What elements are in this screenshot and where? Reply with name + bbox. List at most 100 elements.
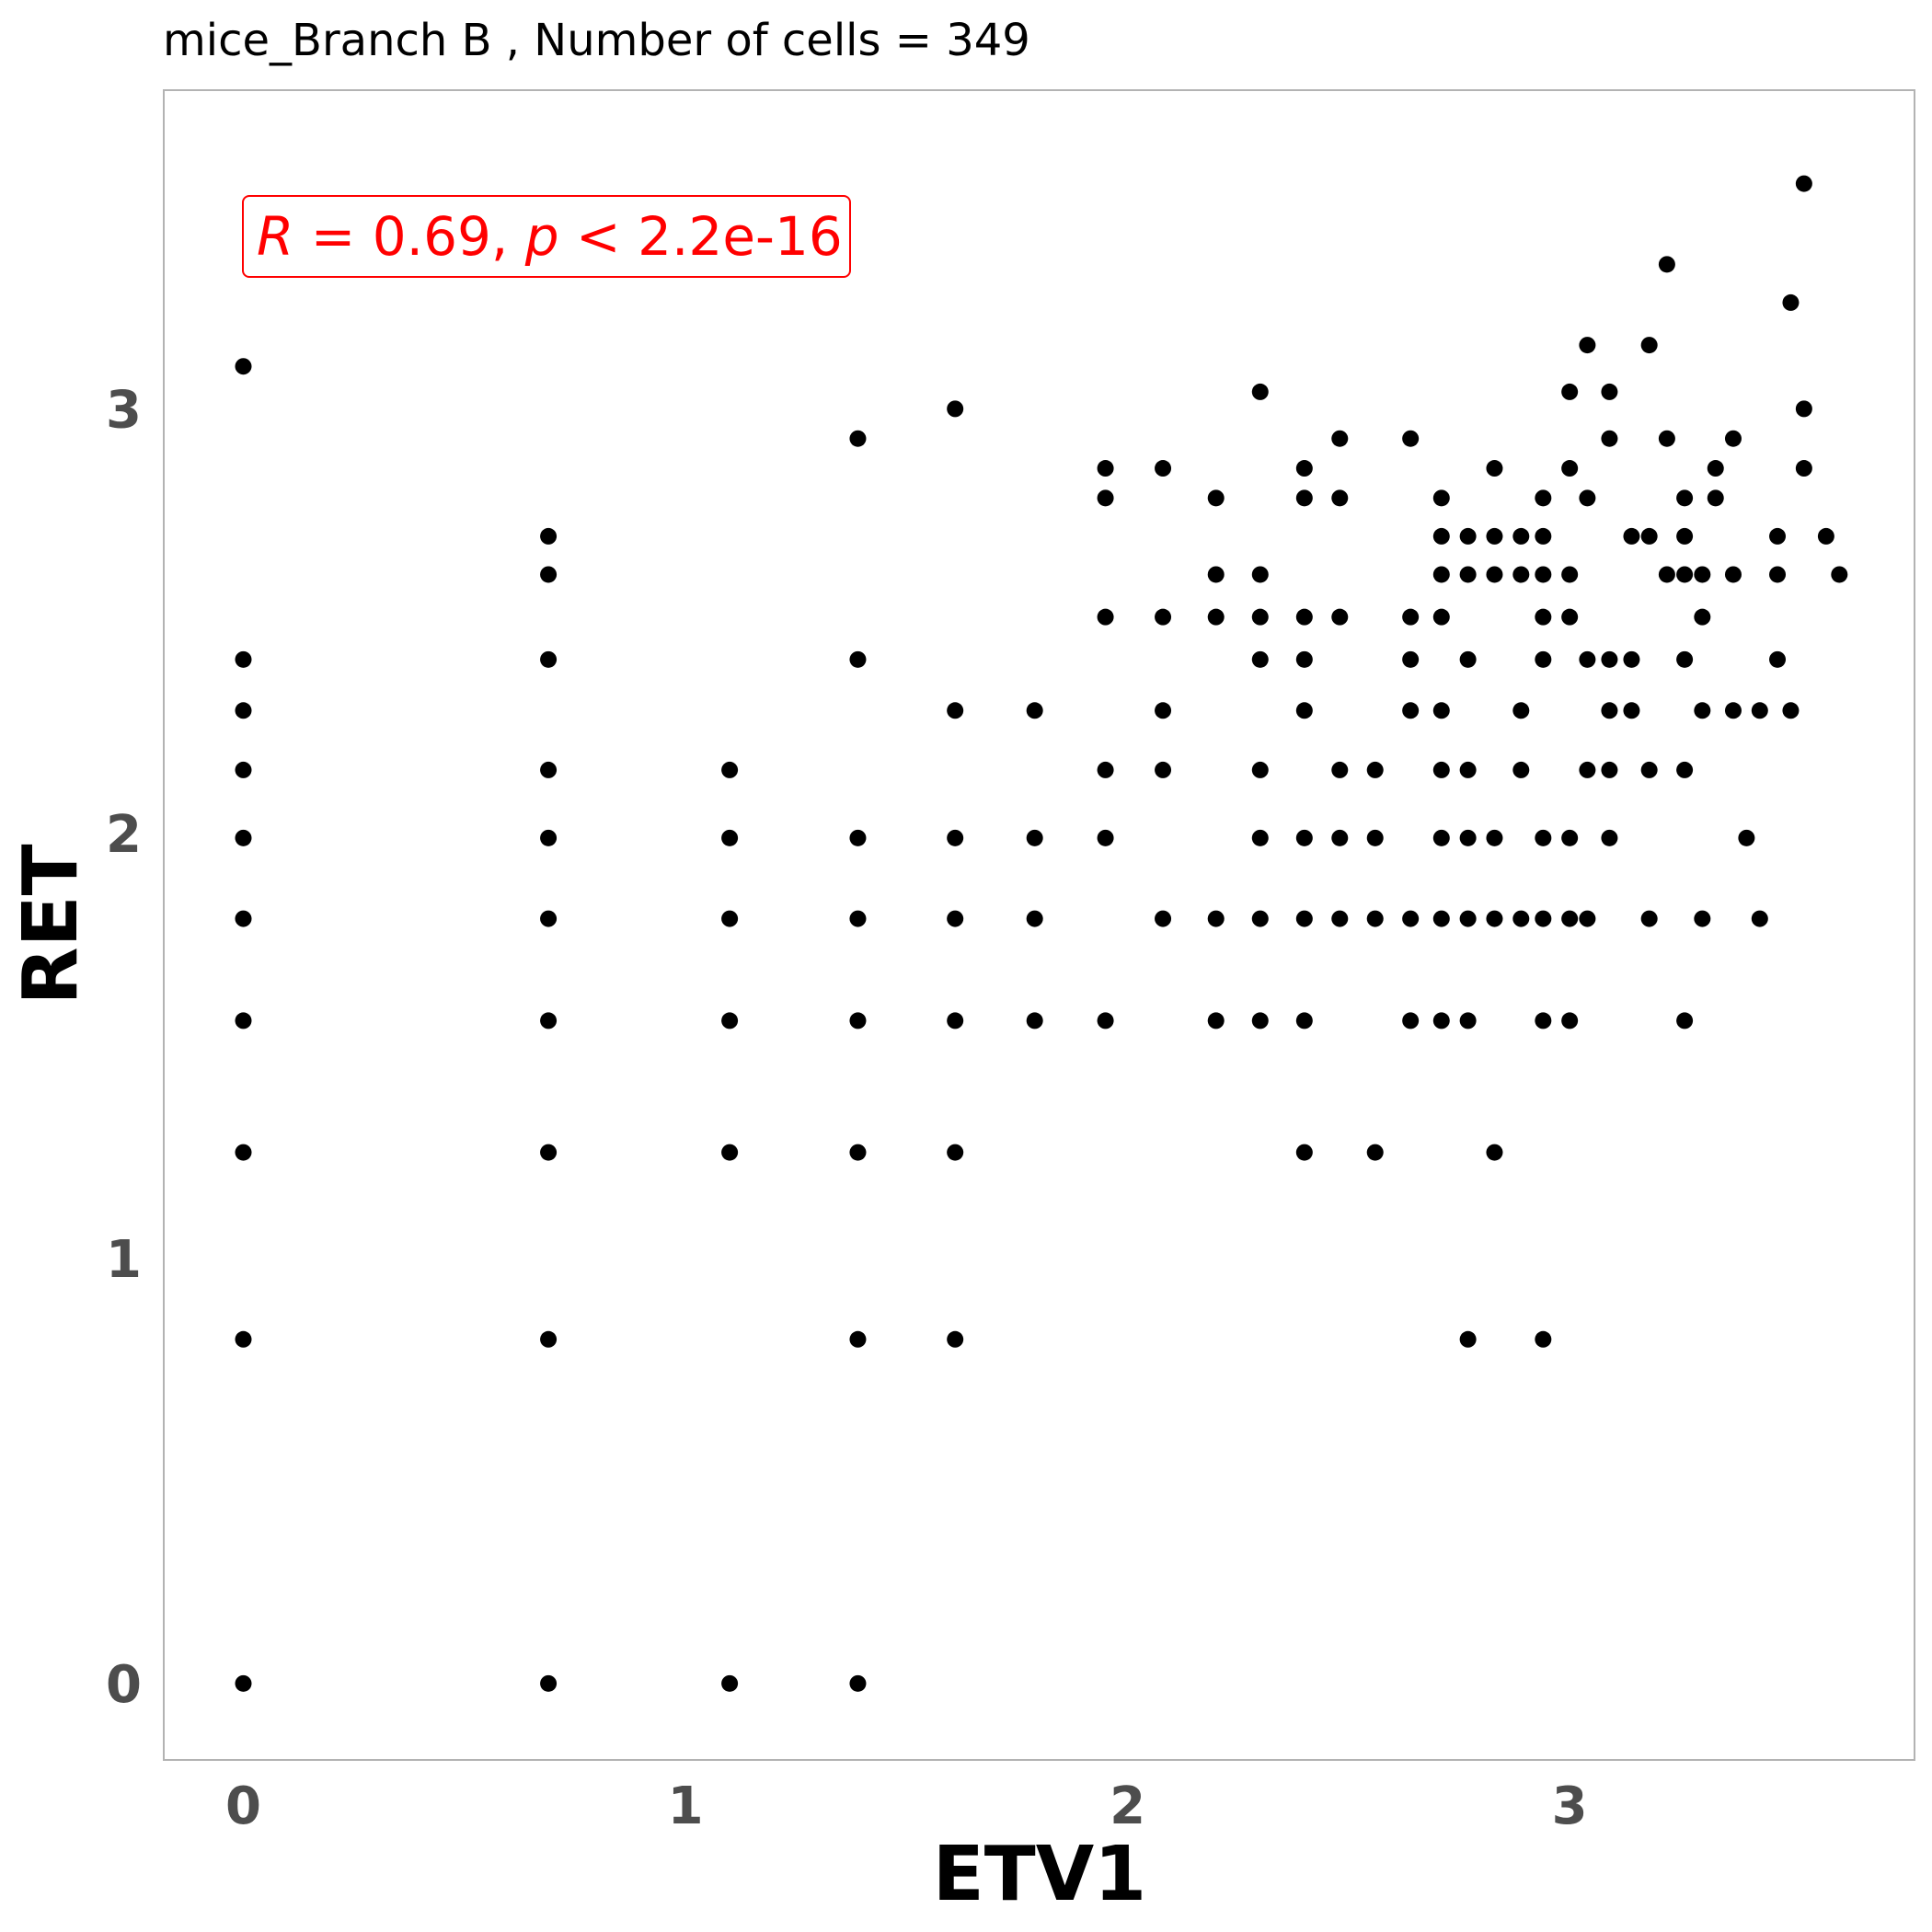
data-point bbox=[1295, 650, 1313, 668]
data-point bbox=[540, 910, 558, 927]
data-point bbox=[721, 1674, 739, 1692]
data-point bbox=[1459, 527, 1477, 545]
data-point bbox=[1579, 910, 1596, 927]
data-point bbox=[235, 650, 252, 668]
data-point bbox=[1432, 761, 1450, 778]
data-point bbox=[1535, 608, 1552, 626]
data-point bbox=[1295, 1144, 1313, 1161]
correlation-annotation: R = 0.69, p < 2.2e-16 bbox=[242, 195, 851, 278]
data-point bbox=[1623, 527, 1640, 545]
data-point bbox=[1694, 910, 1711, 927]
data-point bbox=[947, 1144, 964, 1161]
data-point bbox=[235, 702, 252, 719]
data-point bbox=[1366, 829, 1384, 846]
data-point bbox=[1535, 829, 1552, 846]
data-point bbox=[1432, 527, 1450, 545]
data-point bbox=[1601, 761, 1618, 778]
data-point bbox=[947, 702, 964, 719]
data-point bbox=[1486, 829, 1503, 846]
data-point bbox=[1676, 761, 1694, 778]
data-point bbox=[1769, 650, 1787, 668]
data-point bbox=[235, 1674, 252, 1692]
data-point bbox=[849, 910, 867, 927]
data-point bbox=[1251, 829, 1269, 846]
data-point bbox=[1561, 1012, 1579, 1029]
data-point bbox=[1707, 489, 1724, 507]
data-point bbox=[1561, 910, 1579, 927]
data-point bbox=[1026, 910, 1043, 927]
data-point bbox=[1331, 430, 1349, 447]
data-point bbox=[1640, 910, 1658, 927]
data-point bbox=[1561, 460, 1579, 477]
data-point bbox=[1155, 608, 1172, 626]
annotation-text: R = 0.69, p < 2.2e-16 bbox=[257, 205, 843, 268]
data-point bbox=[540, 1012, 558, 1029]
data-point bbox=[1097, 608, 1114, 626]
data-point bbox=[1207, 910, 1225, 927]
data-point bbox=[1724, 430, 1742, 447]
data-point bbox=[1769, 566, 1787, 583]
data-point bbox=[1366, 761, 1384, 778]
data-point bbox=[1331, 608, 1349, 626]
data-point bbox=[1817, 527, 1834, 545]
data-point bbox=[1432, 702, 1450, 719]
data-point bbox=[721, 829, 739, 846]
data-point bbox=[849, 650, 867, 668]
data-point bbox=[1658, 566, 1675, 583]
data-point bbox=[1676, 566, 1694, 583]
data-point bbox=[1738, 829, 1755, 846]
data-point bbox=[540, 650, 558, 668]
data-point bbox=[1295, 489, 1313, 507]
data-point bbox=[1459, 829, 1477, 846]
data-point bbox=[1402, 650, 1420, 668]
y-tick-label: 2 bbox=[106, 805, 142, 865]
data-point bbox=[1402, 702, 1420, 719]
r-symbol: R bbox=[257, 205, 293, 268]
data-point bbox=[849, 1144, 867, 1161]
data-point bbox=[1535, 566, 1552, 583]
data-point bbox=[1486, 527, 1503, 545]
data-point bbox=[849, 1330, 867, 1348]
data-point bbox=[1579, 650, 1596, 668]
data-point bbox=[540, 566, 558, 583]
y-tick-label: 3 bbox=[106, 380, 142, 440]
data-point bbox=[1486, 566, 1503, 583]
data-point bbox=[1459, 1012, 1477, 1029]
data-point bbox=[1769, 527, 1787, 545]
data-point bbox=[1432, 1012, 1450, 1029]
y-tick-label: 0 bbox=[106, 1655, 142, 1715]
x-tick-label: 2 bbox=[1110, 1777, 1145, 1836]
data-point bbox=[1432, 829, 1450, 846]
data-point bbox=[1459, 761, 1477, 778]
data-point bbox=[1207, 489, 1225, 507]
y-axis-ticks: 0 1 2 3 bbox=[106, 380, 142, 1714]
data-point bbox=[1459, 1330, 1477, 1348]
data-point bbox=[947, 910, 964, 927]
data-point bbox=[1623, 702, 1640, 719]
data-point bbox=[1724, 566, 1742, 583]
data-point bbox=[1561, 608, 1579, 626]
annotation-box bbox=[242, 195, 851, 278]
data-point bbox=[1831, 566, 1848, 583]
x-tick-label: 0 bbox=[225, 1777, 261, 1836]
data-point bbox=[1676, 1012, 1694, 1029]
data-point bbox=[1295, 608, 1313, 626]
data-point bbox=[1640, 761, 1658, 778]
data-point bbox=[1623, 650, 1640, 668]
data-point bbox=[235, 829, 252, 846]
data-point bbox=[721, 761, 739, 778]
data-point bbox=[947, 1330, 964, 1348]
data-point bbox=[1535, 650, 1552, 668]
data-point bbox=[721, 1144, 739, 1161]
data-point bbox=[235, 1012, 252, 1029]
data-point bbox=[1579, 489, 1596, 507]
data-point bbox=[1251, 566, 1269, 583]
data-points bbox=[235, 175, 1848, 1692]
data-point bbox=[1402, 910, 1420, 927]
data-point bbox=[235, 1330, 252, 1348]
data-point bbox=[947, 1012, 964, 1029]
data-point bbox=[1535, 527, 1552, 545]
data-point bbox=[235, 358, 252, 375]
r-value: = 0.69, bbox=[293, 205, 524, 268]
